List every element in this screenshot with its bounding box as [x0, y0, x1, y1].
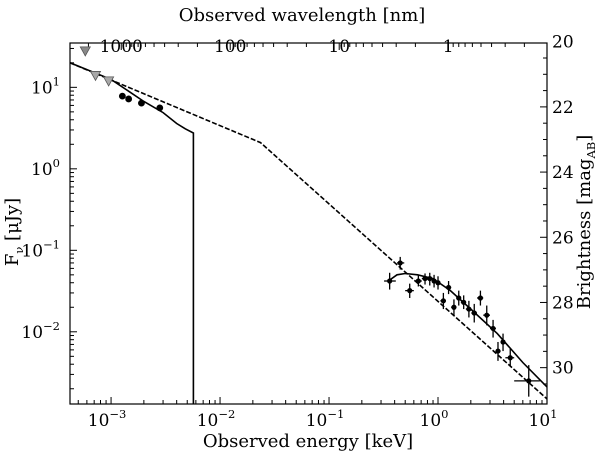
top-tick-label: 1000	[100, 37, 143, 57]
upper-limit-marker	[79, 46, 91, 57]
model-curve	[69, 62, 548, 400]
right-tick-label: 22	[552, 98, 574, 118]
xray-point	[461, 299, 467, 305]
upper-limit-marker	[102, 76, 115, 87]
xray-point	[422, 275, 428, 282]
model-curves	[69, 62, 548, 404]
x-tick-label: 10−3	[88, 407, 127, 431]
right-tick-label: 30	[552, 359, 574, 379]
y-tick-label: 100	[31, 156, 60, 180]
xray-point	[397, 260, 403, 266]
y-tick-label: 10−1	[21, 237, 60, 261]
xray-point	[471, 310, 477, 316]
model-curve	[387, 272, 548, 388]
y-axis-title: Fν [μJy]	[2, 198, 26, 266]
right-tick-label: 26	[552, 228, 574, 248]
xray-point	[456, 295, 462, 301]
right-tick-label: 28	[552, 293, 574, 313]
xray-point	[466, 306, 472, 312]
xray-point	[490, 325, 496, 332]
plot-frame	[69, 42, 548, 405]
xray-point	[440, 298, 446, 304]
top-tick-label: 100	[214, 37, 246, 57]
x-tick-label: 100	[420, 407, 449, 431]
x-tick-label: 10−1	[306, 407, 345, 431]
xray-point	[477, 295, 484, 301]
right-tick-label: 24	[552, 163, 574, 183]
xray-point	[495, 348, 501, 354]
optical-point	[125, 95, 133, 103]
data-markers	[79, 46, 540, 397]
x-tick-label: 101	[529, 407, 558, 431]
xray-point	[431, 278, 437, 284]
model-curve	[69, 62, 195, 404]
optical-point	[118, 92, 126, 100]
upper-limit-marker	[89, 71, 102, 82]
optical-point	[138, 99, 145, 107]
xray-point	[427, 275, 433, 282]
y-tick-label: 101	[31, 74, 60, 98]
xray-point	[387, 278, 393, 284]
top-axis-title: Observed wavelength [nm]	[179, 5, 426, 26]
xray-point	[445, 284, 452, 291]
optical-point	[156, 104, 164, 112]
xray-point	[484, 312, 490, 318]
top-tick-label: 1	[443, 37, 454, 57]
xray-point	[415, 278, 421, 284]
xray-point	[526, 378, 532, 384]
right-tick-label: 20	[552, 33, 574, 53]
x-axis-title: Observed energy [keV]	[203, 431, 413, 452]
right-axis-title: Brightness [magAB]	[574, 135, 598, 310]
xray-point	[407, 288, 413, 294]
xray-point	[500, 339, 506, 345]
xray-point	[507, 355, 513, 361]
y-tick-label: 10−2	[21, 319, 60, 343]
xray-point	[451, 304, 457, 310]
xray-point	[435, 280, 441, 286]
top-tick-label: 10	[328, 37, 350, 57]
x-tick-label: 10−2	[197, 407, 236, 431]
